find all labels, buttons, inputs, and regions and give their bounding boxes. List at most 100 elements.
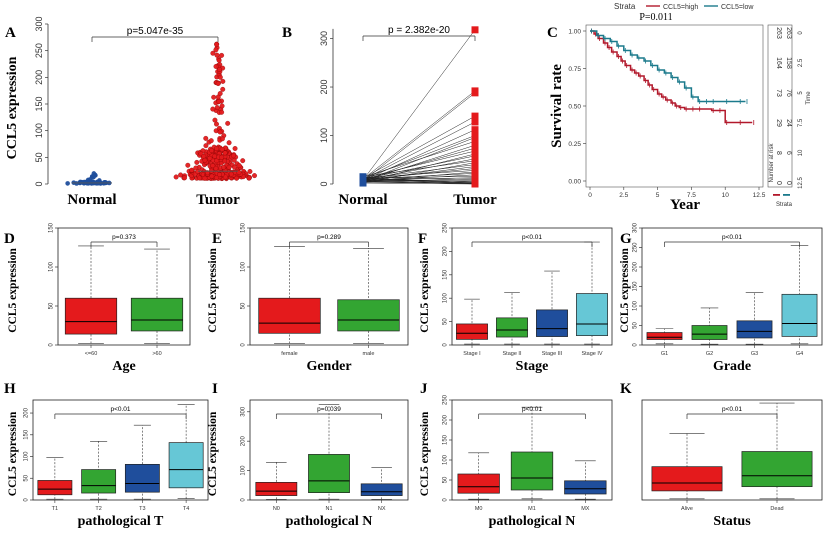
pair-line (362, 147, 476, 180)
y-axis-label: CCL5 expression (7, 248, 19, 333)
box (510, 451, 554, 491)
x-category-label: Normal (67, 192, 116, 208)
risk-time-tick: 10 (798, 149, 804, 156)
risk-count: 29 (775, 119, 782, 127)
y-axis-label: CCL5 expression (419, 248, 431, 333)
data-point (185, 162, 191, 168)
risk-count: 0 (785, 181, 792, 185)
pair-line (362, 173, 476, 180)
tumor-point (471, 118, 479, 126)
y-tick-label: 200 (442, 414, 448, 425)
data-point (232, 146, 238, 151)
pair-line (362, 160, 476, 177)
risk-count: 73 (775, 89, 782, 97)
panel-k: K Alive Dead p<0.01 Status (620, 381, 823, 529)
x-category-label: Stage I (463, 351, 481, 357)
data-point (236, 163, 242, 168)
x-tick-label: 2.5 (619, 192, 628, 199)
y-tick-label: 0 (442, 498, 448, 502)
box (130, 297, 184, 332)
x-category-label: T1 (52, 506, 58, 512)
x-category-label: N0 (273, 506, 280, 512)
y-tick-label: 0 (23, 498, 29, 502)
data-point (207, 155, 213, 161)
data-point (213, 47, 219, 53)
panel-letter: K (620, 381, 632, 397)
risk-count: 6 (785, 151, 792, 155)
x-category-label: G2 (706, 351, 713, 357)
y-tick-label: 50 (48, 302, 54, 309)
x-category-label: G1 (661, 351, 668, 357)
data-point (203, 143, 209, 149)
y-tick-label: 100 (240, 261, 246, 272)
y-tick-label: 0.00 (568, 179, 581, 186)
box (736, 320, 773, 339)
y-tick-label: 250 (442, 394, 448, 405)
data-point (213, 64, 219, 69)
risk-time-tick: 5 (798, 91, 804, 95)
tumor-point (471, 180, 479, 188)
y-tick-label: 200 (632, 261, 638, 272)
p-value: p=0.039 (317, 406, 341, 413)
y-tick-label: 250 (632, 242, 638, 253)
panel-letter: F (418, 231, 427, 247)
data-point (202, 157, 208, 163)
data-point (216, 57, 222, 63)
box (651, 466, 723, 492)
panel-i: 0 100 200 300 I CCL5 expression N0 N1 NX p=0.039 p… (207, 381, 409, 529)
x-category-label: T4 (183, 506, 189, 512)
y-tick-label: 200 (34, 70, 44, 85)
x-tick-label: 5 (656, 192, 660, 199)
risk-count: 158 (785, 57, 792, 69)
box (37, 480, 73, 496)
pair-line (362, 176, 476, 180)
data-point (214, 175, 219, 181)
risk-count: 263 (775, 27, 782, 39)
box (781, 293, 818, 337)
p-value: p = 2.382e-20 (388, 25, 450, 36)
risk-time-label: Time (806, 91, 812, 105)
data-point (219, 146, 225, 152)
p-value: p<0.01 (522, 406, 542, 413)
data-point (240, 158, 246, 164)
data-point (228, 171, 234, 177)
x-category-label: Tumor (196, 192, 240, 208)
data-point (208, 138, 214, 144)
x-axis-label: pathological N (286, 514, 373, 529)
risk-table-title: Number at risk (769, 142, 775, 182)
p-value: p<0.01 (522, 234, 542, 241)
y-tick-label: 0 (48, 343, 54, 347)
risk-strata-label: Strata (776, 202, 793, 208)
panel-letter: H (4, 381, 16, 397)
p-value: p=0.373 (112, 234, 136, 241)
y-axis-label: CCL5 expression (207, 411, 219, 496)
box (496, 317, 528, 338)
x-axis-label: Gender (306, 359, 351, 374)
y-tick-label: 100 (442, 293, 448, 304)
data-point (210, 50, 216, 56)
data-point (225, 120, 231, 126)
y-tick-label: 0 (34, 181, 44, 186)
risk-count: 164 (775, 57, 782, 69)
data-point (217, 66, 222, 72)
data-point (214, 146, 220, 151)
data-point (220, 78, 226, 84)
y-tick-label: 150 (442, 269, 448, 280)
x-category-label: Stage IV (581, 351, 602, 357)
plot-frame (451, 227, 613, 346)
y-tick-label: 150 (34, 96, 44, 111)
y-tick-label: 0 (240, 498, 246, 502)
tumor-point (471, 137, 479, 145)
y-tick-label: 0 (632, 343, 638, 347)
x-tick-label: 0 (588, 192, 592, 199)
y-tick-label: 0 (319, 181, 329, 186)
p-value: p=0.289 (317, 234, 341, 241)
x-tick-label: 12.5 (753, 192, 766, 199)
data-point (89, 174, 95, 179)
y-axis-label: CCL5 expression (419, 411, 431, 496)
x-category-label: M0 (475, 506, 483, 512)
x-category-label: Normal (338, 192, 387, 208)
data-point (182, 175, 187, 181)
